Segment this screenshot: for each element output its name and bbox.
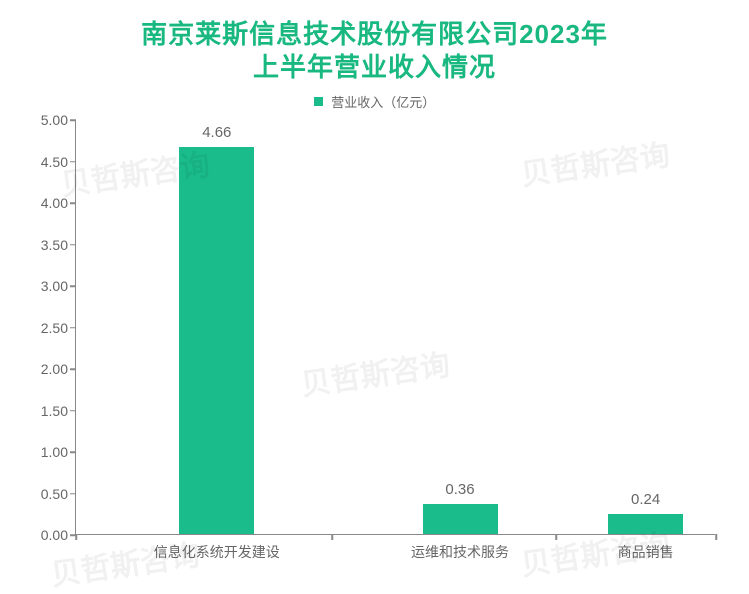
x-tick-mark xyxy=(75,534,77,540)
y-tick-label: 4.00 xyxy=(41,195,76,211)
chart-title-line1: 南京莱斯信息技术股份有限公司2023年 xyxy=(141,19,608,49)
chart-title: 南京莱斯信息技术股份有限公司2023年 上半年营业收入情况 xyxy=(0,18,749,83)
y-tick-label: 0.00 xyxy=(41,527,76,543)
bar: 0.36 xyxy=(423,504,498,534)
chart-legend: 营业收入（亿元） xyxy=(0,92,749,111)
chart-title-line2: 上半年营业收入情况 xyxy=(253,52,496,82)
bar: 4.66 xyxy=(179,147,254,534)
y-tick-label: 2.50 xyxy=(41,320,76,336)
y-tick-label: 0.50 xyxy=(41,486,76,502)
plot-area: 0.000.501.001.502.002.503.003.504.004.50… xyxy=(75,120,715,535)
x-tick-mark xyxy=(331,534,333,540)
x-tick-mark xyxy=(555,534,557,540)
bar-value-label: 0.24 xyxy=(631,491,660,514)
y-tick-label: 1.50 xyxy=(41,403,76,419)
y-tick-label: 3.50 xyxy=(41,237,76,253)
y-tick-label: 3.00 xyxy=(41,278,76,294)
y-tick-label: 1.00 xyxy=(41,444,76,460)
legend-label: 营业收入（亿元） xyxy=(331,92,435,111)
y-tick-label: 5.00 xyxy=(41,112,76,128)
legend-swatch xyxy=(314,97,323,106)
x-tick-mark xyxy=(715,534,717,540)
bar: 0.24 xyxy=(608,514,683,534)
x-category-label: 信息化系统开发建设 xyxy=(154,534,280,562)
x-category-label: 商品销售 xyxy=(618,534,674,562)
bar-value-label: 0.36 xyxy=(445,481,474,504)
y-tick-label: 2.00 xyxy=(41,361,76,377)
x-category-label: 运维和技术服务 xyxy=(411,534,509,562)
y-tick-label: 4.50 xyxy=(41,154,76,170)
chart-container: 南京莱斯信息技术股份有限公司2023年 上半年营业收入情况 营业收入（亿元） 0… xyxy=(0,0,749,591)
bar-value-label: 4.66 xyxy=(202,124,231,147)
